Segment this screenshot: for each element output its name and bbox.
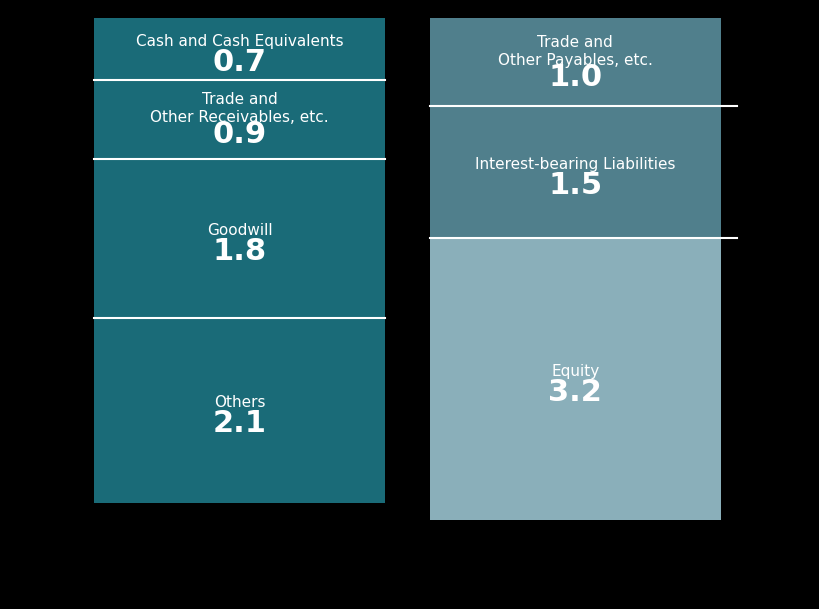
Text: 1.5: 1.5 — [548, 171, 603, 200]
Text: Goodwill: Goodwill — [206, 223, 273, 238]
Text: Trade and
Other Receivables, etc.: Trade and Other Receivables, etc. — [150, 93, 329, 125]
Bar — [94, 18, 385, 80]
Bar — [430, 18, 721, 107]
Text: Cash and Cash Equivalents: Cash and Cash Equivalents — [136, 33, 343, 49]
Text: 2.1: 2.1 — [213, 409, 266, 438]
Bar — [430, 107, 721, 239]
Bar — [94, 80, 385, 159]
Text: Equity: Equity — [551, 364, 600, 379]
Text: Trade and
Other Payables, etc.: Trade and Other Payables, etc. — [498, 35, 653, 68]
Text: 1.0: 1.0 — [548, 63, 603, 92]
Text: Interest-bearing Liabilities: Interest-bearing Liabilities — [475, 157, 676, 172]
Text: 0.7: 0.7 — [213, 48, 266, 77]
Text: Others: Others — [214, 395, 265, 410]
Bar — [94, 159, 385, 318]
Bar — [94, 318, 385, 502]
Text: 3.2: 3.2 — [549, 378, 602, 407]
Text: 0.9: 0.9 — [212, 120, 267, 149]
Bar — [430, 239, 721, 520]
Text: 1.8: 1.8 — [212, 238, 267, 266]
